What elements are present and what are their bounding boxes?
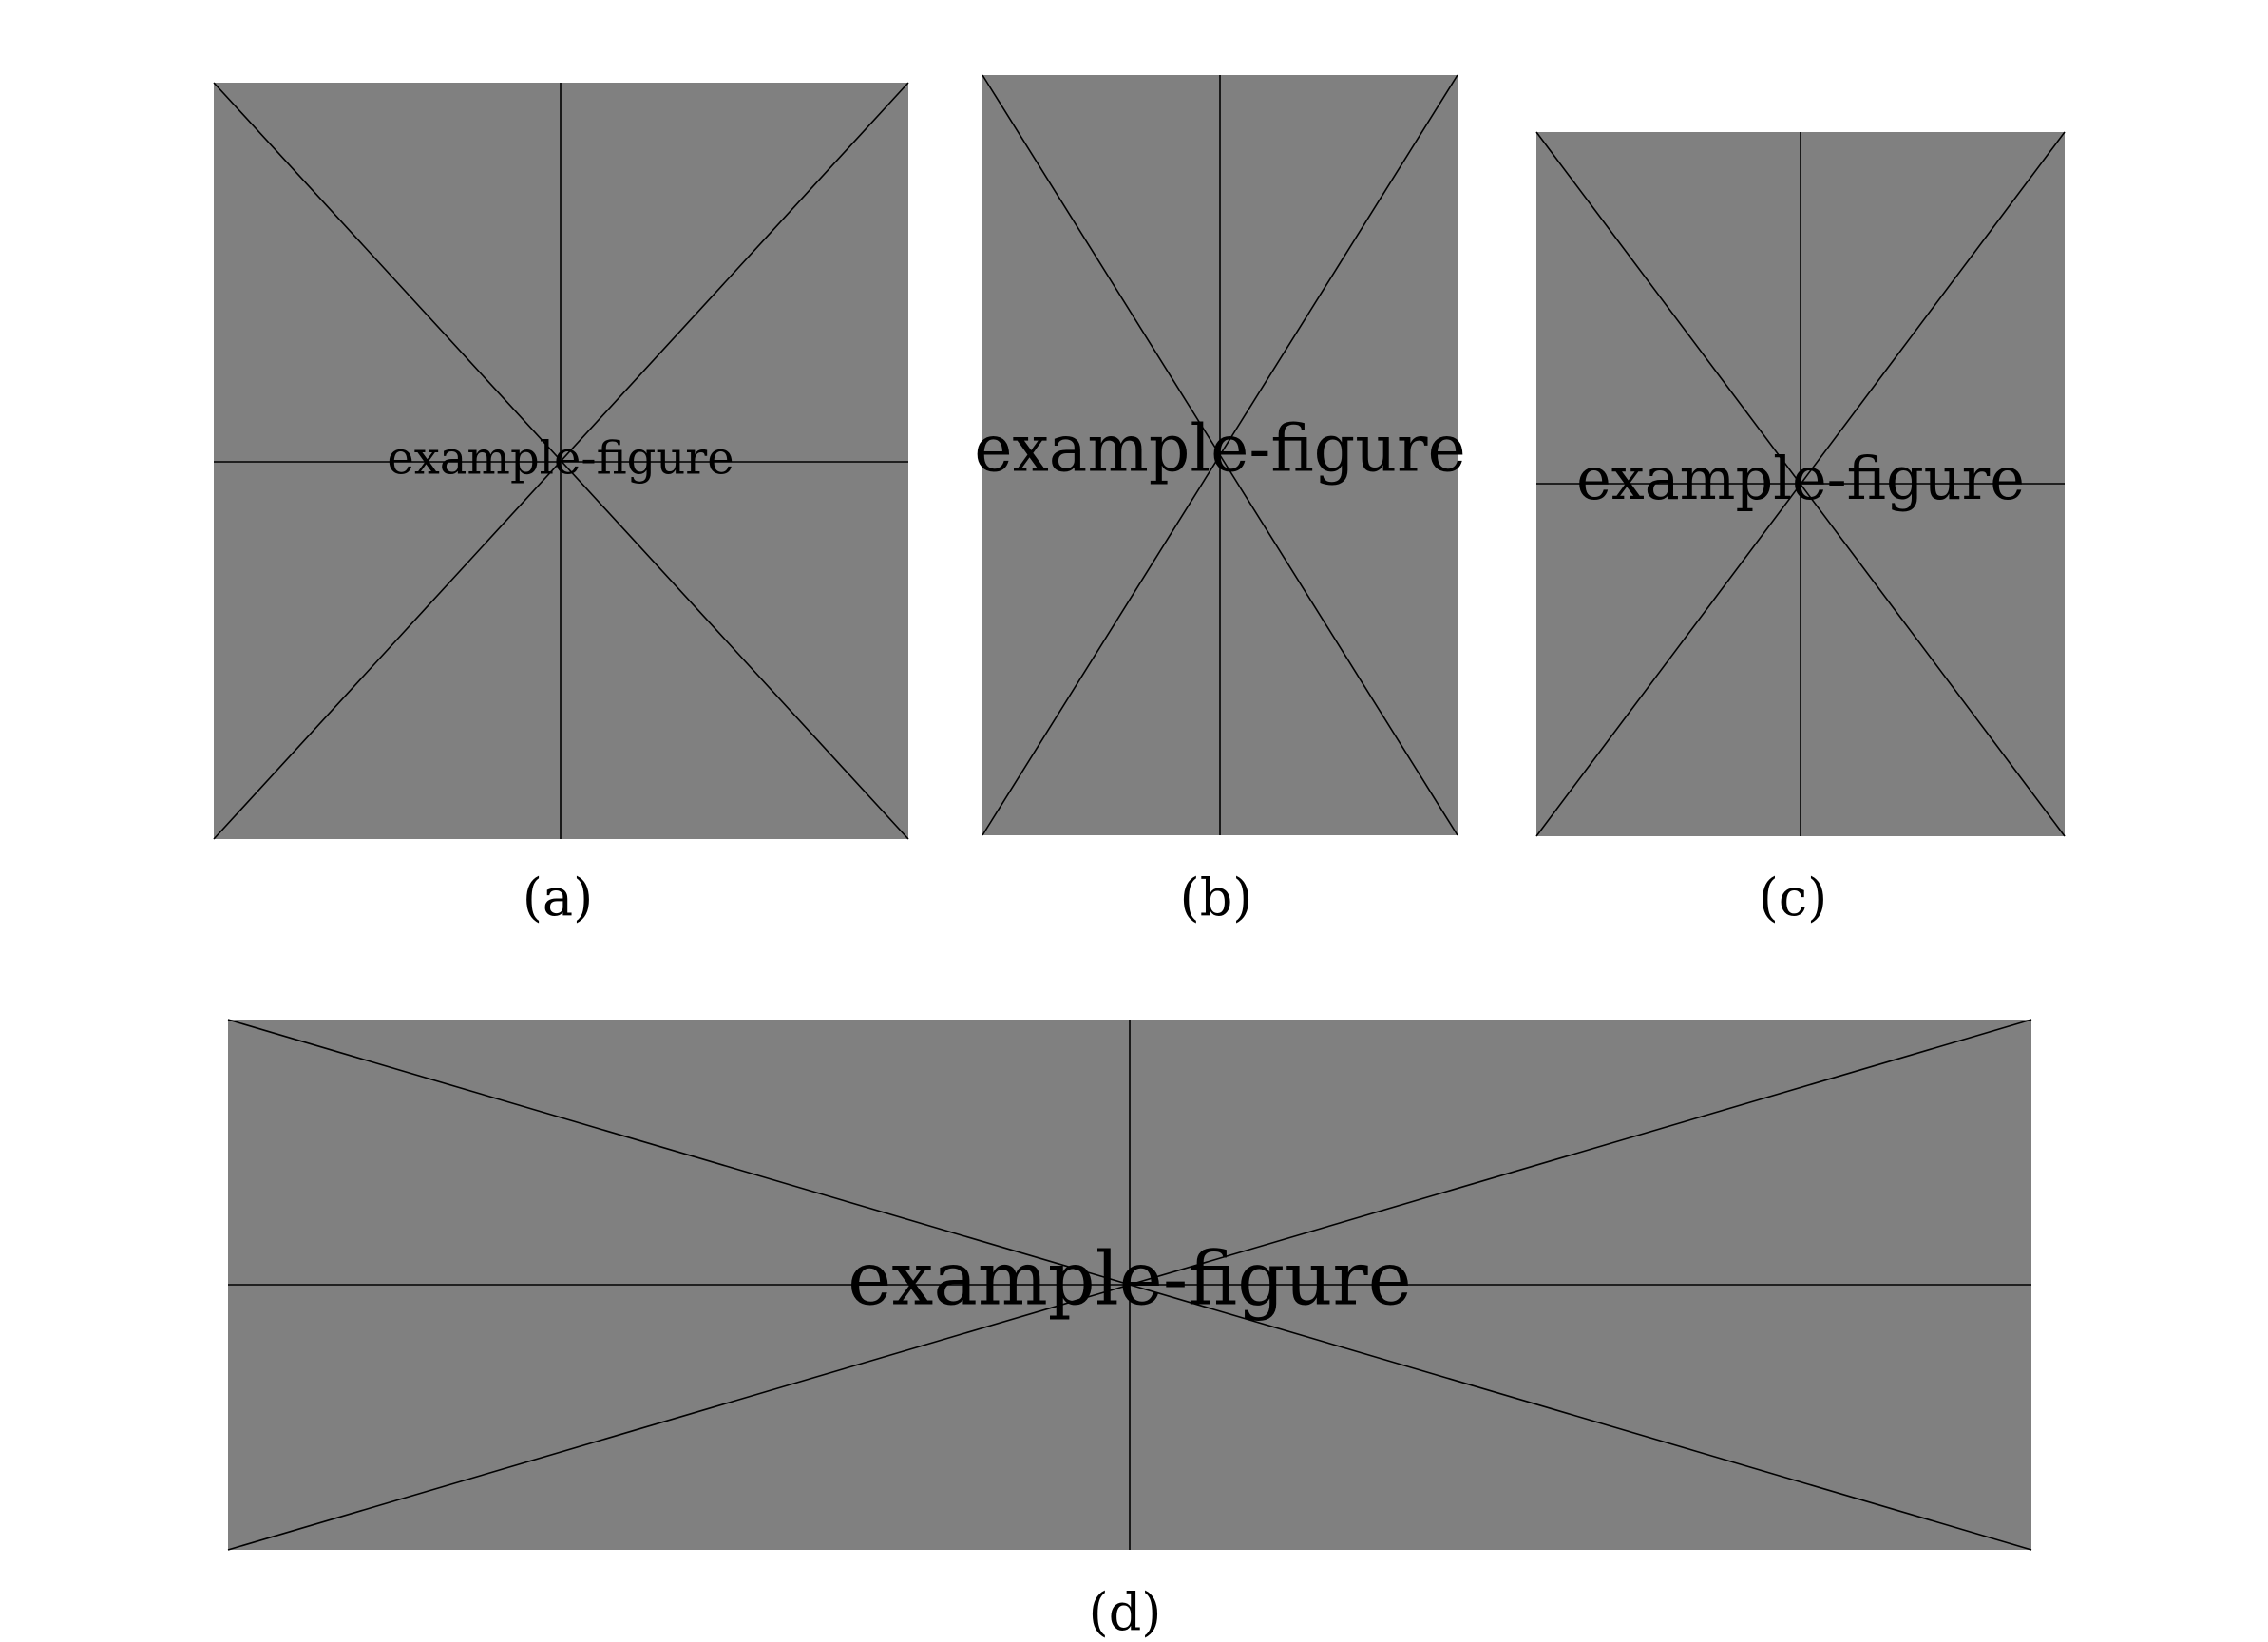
- subfigure-b: example-figure: [974, 74, 1466, 836]
- subfigure-d-label: example-figure: [848, 1237, 1412, 1323]
- subfigure-a-caption: (a): [522, 868, 594, 927]
- subfigure-c-label: example-figure: [1576, 444, 2025, 513]
- subfigure-c-caption: (c): [1758, 868, 1828, 927]
- subfigure-d: example-figure: [227, 1019, 2032, 1551]
- subfigure-c: example-figure: [1535, 131, 2066, 837]
- subfigure-b-label: example-figure: [974, 412, 1466, 487]
- subfigure-b-caption: (b): [1179, 868, 1253, 927]
- subfigure-d-caption: (d): [1088, 1582, 1162, 1642]
- subfigure-a-label: example-figure: [387, 432, 734, 486]
- subfigure-a: example-figure: [213, 82, 909, 840]
